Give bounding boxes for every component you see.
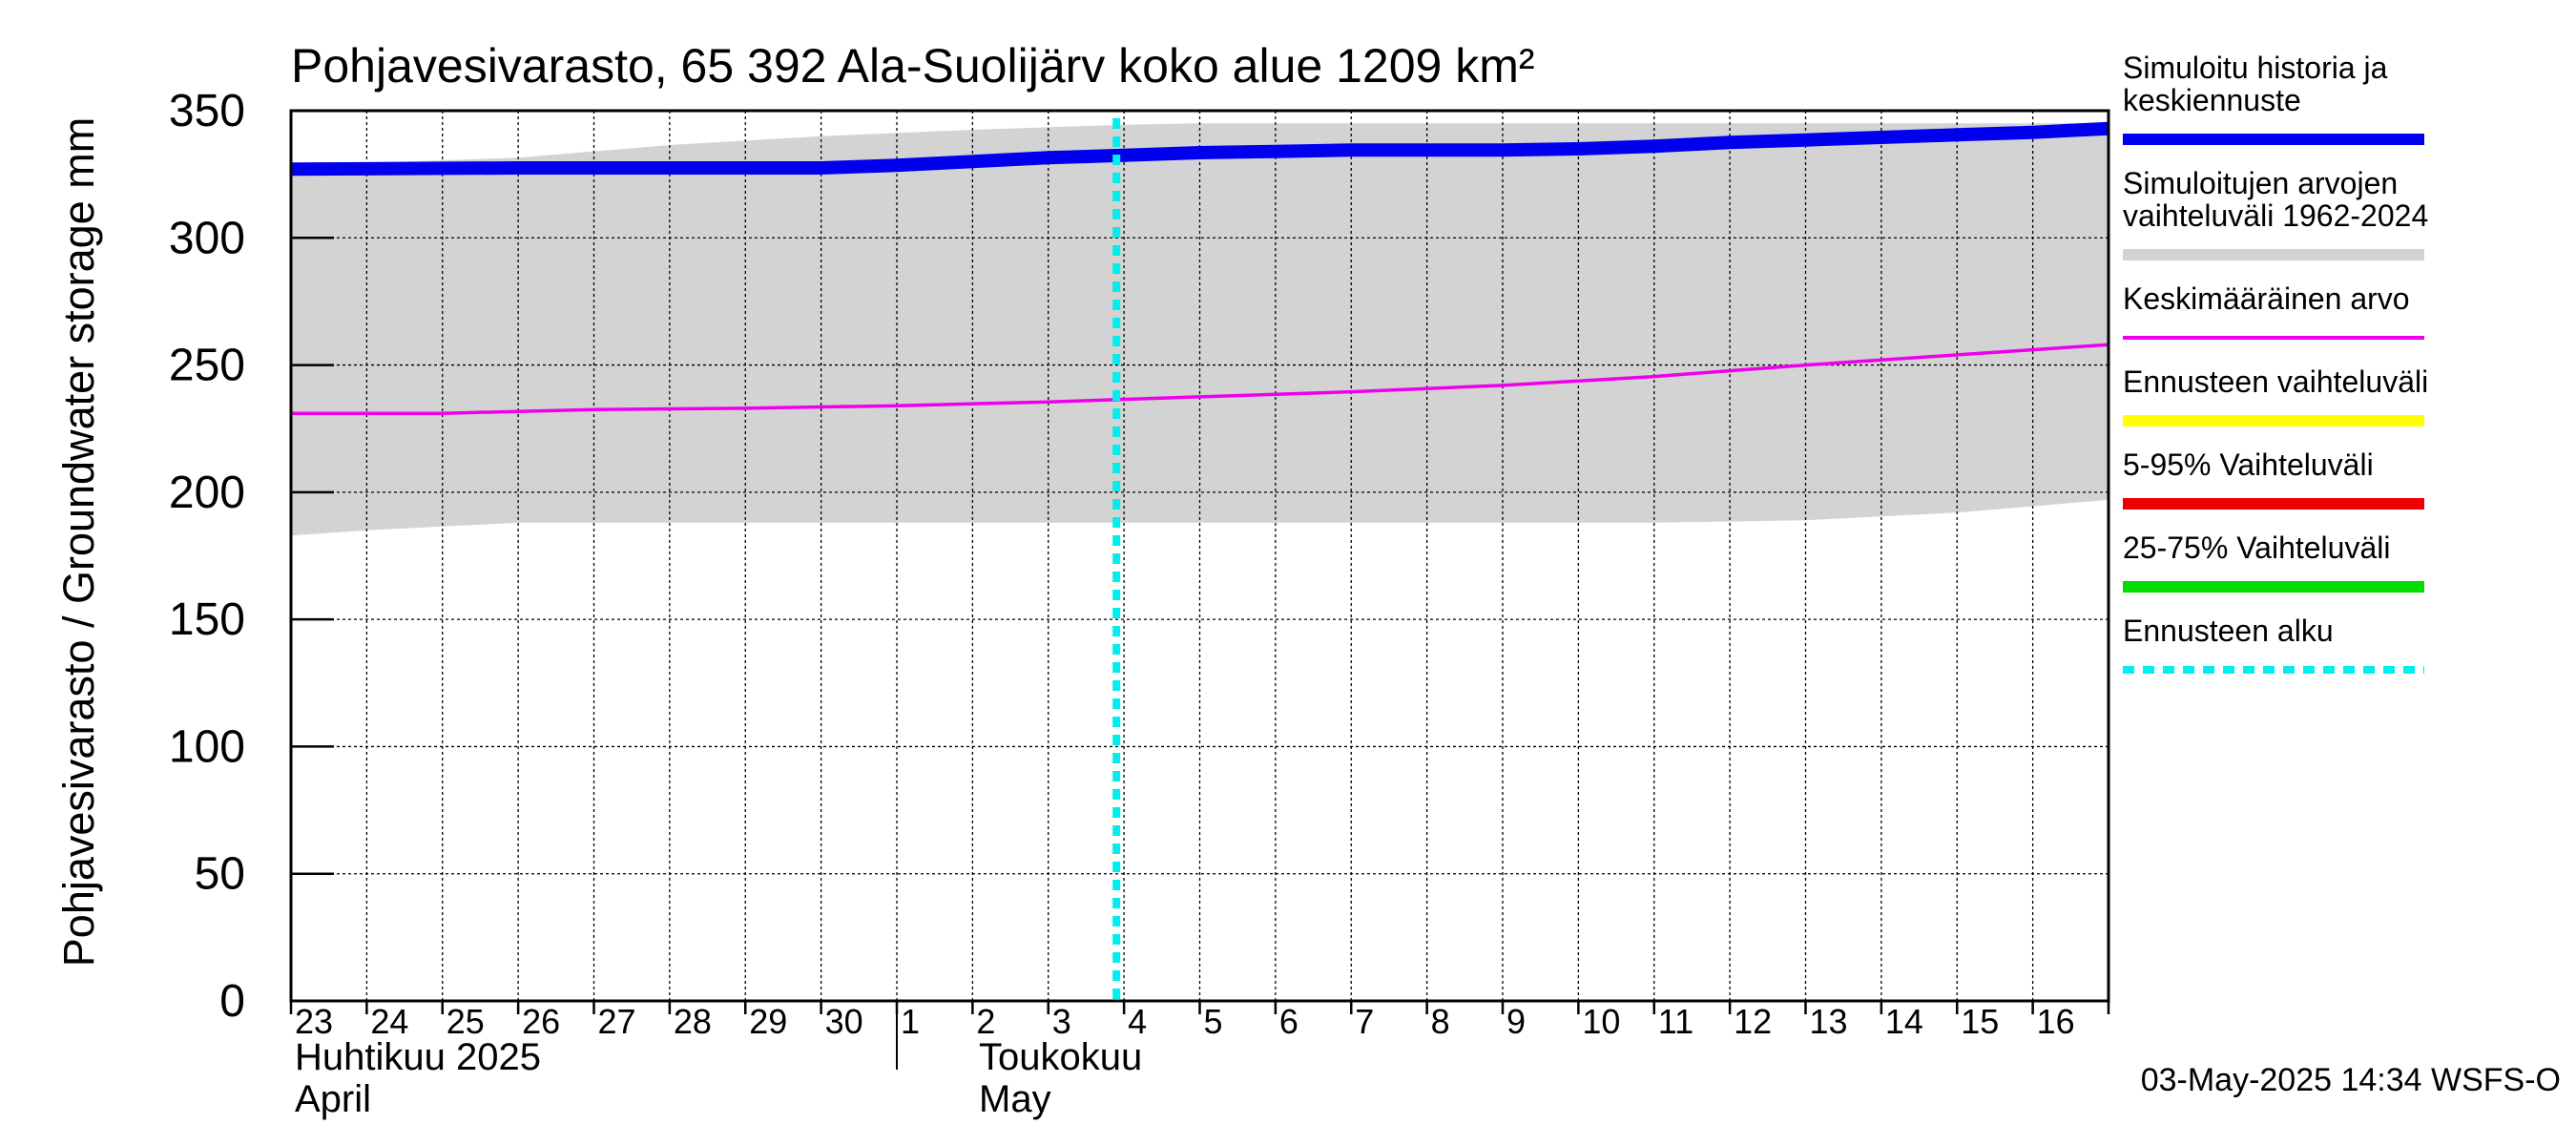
x-day-label: 30 (825, 1002, 863, 1041)
legend-item: Simuloitu historia ja keskiennuste (2123, 51, 2424, 145)
x-day-label: 1 (901, 1002, 920, 1041)
series-layer (290, 121, 2109, 415)
x-day-label: 3 (1052, 1002, 1071, 1041)
x-day-label: 27 (598, 1002, 636, 1041)
simulated-history-line (290, 121, 2109, 177)
x-day-label: 25 (447, 1002, 485, 1041)
x-day-label: 9 (1506, 1002, 1526, 1041)
legend-label: Simuloitu historia ja keskiennuste (2123, 51, 2388, 117)
legend-item: Keskimääräinen arvo (2123, 281, 2424, 340)
mean-value-line (291, 343, 2109, 415)
y-tick-label: 0 (219, 976, 245, 1027)
legend-item: Ennusteen vaihteluväli (2123, 364, 2428, 427)
y-tick-label: 200 (169, 468, 245, 518)
x-day-label: 26 (522, 1002, 560, 1041)
x-day-label: 4 (1128, 1002, 1147, 1041)
timestamp-footer: 03-May-2025 14:34 WSFS-O (2141, 1062, 2561, 1098)
y-tick-label: 250 (169, 341, 245, 391)
x-day-label: 16 (2037, 1002, 2075, 1041)
y-axis-label: Pohjavesivarasto / Groundwater storage m… (54, 117, 103, 967)
month-label-fi: Huhtikuu 2025 (295, 1036, 541, 1078)
legend-item: Ennusteen alku (2123, 614, 2424, 674)
legend-label: Ennusteen alku (2123, 614, 2334, 648)
x-day-label: 28 (674, 1002, 712, 1041)
x-day-label: 8 (1431, 1002, 1450, 1041)
legend-label: Simuloitujen arvojen vaihteluväli 1962-20… (2123, 166, 2428, 233)
x-day-label: 23 (295, 1002, 333, 1041)
x-day-label: 10 (1582, 1002, 1620, 1041)
month-label-fi: Toukokuu (979, 1036, 1142, 1078)
x-day-label: 14 (1885, 1002, 1923, 1041)
y-tick-label: 300 (169, 213, 245, 263)
x-day-label: 2 (976, 1002, 995, 1041)
x-axis-labels: 23 24 25 26 27 28 29 30 1 2 3 4 5 6 7 8 9 10 11 12 13 14 15 16H… (295, 1002, 2075, 1120)
x-day-label: 15 (1961, 1002, 1999, 1041)
y-tick-label: 150 (169, 594, 245, 645)
x-day-label: 11 (1658, 1002, 1693, 1041)
legend: Simuloitu historia ja keskiennuste Simuloi… (2123, 51, 2428, 674)
legend-item: 25-75% Vaihteluväli (2123, 531, 2424, 593)
x-day-label: 5 (1204, 1002, 1223, 1041)
legend-item: Simuloitujen arvojen vaihteluväli 1962-20… (2123, 166, 2428, 260)
x-day-label: 7 (1355, 1002, 1374, 1041)
x-day-label: 24 (370, 1002, 408, 1041)
legend-label: 25-75% Vaihteluväli (2123, 531, 2390, 565)
legend-label: 5-95% Vaihteluväli (2123, 448, 2374, 482)
y-tick-label: 50 (195, 849, 245, 900)
axes-layer: 0 50 100 150 200 250 300 350 (169, 86, 2110, 1070)
legend-label: Ennusteen vaihteluväli (2123, 364, 2428, 399)
x-day-label: 29 (749, 1002, 787, 1041)
legend-label: Keskimääräinen arvo (2123, 281, 2410, 316)
x-day-label: 6 (1279, 1002, 1298, 1041)
month-label-en: May (979, 1078, 1051, 1120)
x-day-label: 12 (1734, 1002, 1772, 1041)
chart-title: Pohjavesivarasto, 65 392 Ala-Suolijärv k… (291, 39, 1535, 93)
legend-item: 5-95% Vaihteluväli (2123, 448, 2424, 510)
x-day-label: 13 (1810, 1002, 1848, 1041)
month-label-en: April (295, 1078, 371, 1120)
y-tick-label: 100 (169, 721, 245, 772)
y-tick-label: 350 (169, 86, 245, 136)
